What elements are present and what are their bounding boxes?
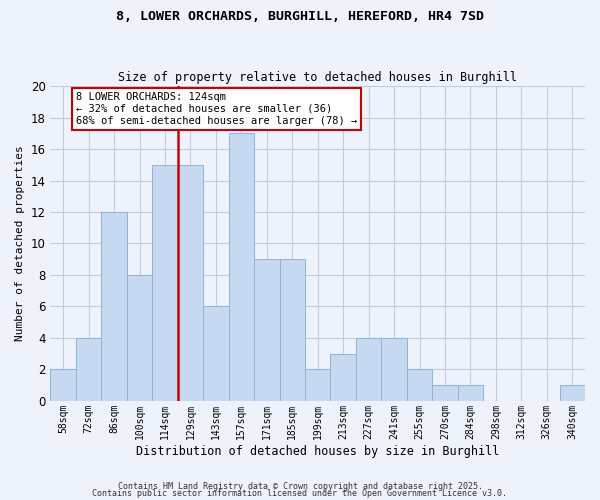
X-axis label: Distribution of detached houses by size in Burghill: Distribution of detached houses by size … [136,444,499,458]
Bar [178,165,203,401]
Bar [382,338,407,401]
Bar [101,212,127,401]
Bar [407,370,432,401]
Bar [229,134,254,401]
Text: Contains public sector information licensed under the Open Government Licence v3: Contains public sector information licen… [92,489,508,498]
Bar [560,385,585,401]
Bar [458,385,483,401]
Bar [76,338,101,401]
Bar [127,275,152,401]
Bar [432,385,458,401]
Text: 8 LOWER ORCHARDS: 124sqm
← 32% of detached houses are smaller (36)
68% of semi-d: 8 LOWER ORCHARDS: 124sqm ← 32% of detach… [76,92,357,126]
Y-axis label: Number of detached properties: Number of detached properties [15,146,25,342]
Text: Contains HM Land Registry data © Crown copyright and database right 2025.: Contains HM Land Registry data © Crown c… [118,482,482,491]
Bar [254,259,280,401]
Title: Size of property relative to detached houses in Burghill: Size of property relative to detached ho… [118,70,517,84]
Bar [152,165,178,401]
Bar [203,306,229,401]
Text: 8, LOWER ORCHARDS, BURGHILL, HEREFORD, HR4 7SD: 8, LOWER ORCHARDS, BURGHILL, HEREFORD, H… [116,10,484,23]
Bar [331,354,356,401]
Bar [280,259,305,401]
Bar [305,370,331,401]
Bar [50,370,76,401]
Bar [356,338,382,401]
